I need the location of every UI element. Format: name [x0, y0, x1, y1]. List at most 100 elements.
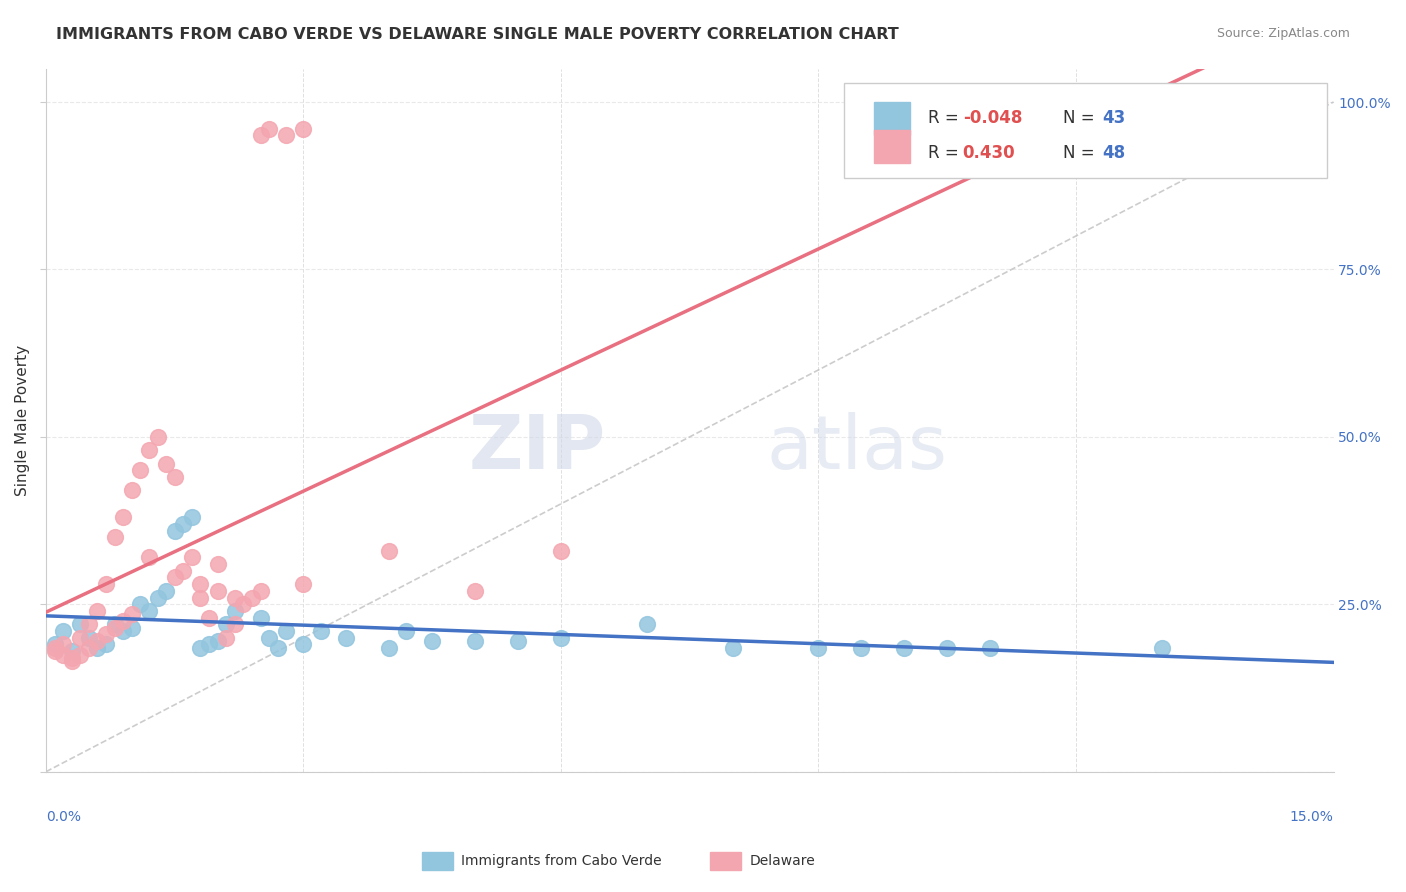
Point: [172, 564, 194, 578]
Point: [249, 610, 271, 624]
Text: R =: R =: [928, 144, 965, 162]
Text: Immigrants from Cabo Verde: Immigrants from Cabo Verde: [461, 854, 662, 868]
Point: [138, 550, 160, 565]
Point: [129, 597, 152, 611]
Point: [138, 604, 160, 618]
Point: [60, 651, 83, 665]
Point: [94, 627, 117, 641]
Point: [60, 654, 83, 668]
Point: [249, 128, 271, 143]
Point: [550, 543, 572, 558]
Point: [163, 570, 186, 584]
Point: [52, 637, 75, 651]
Point: [104, 530, 127, 544]
Point: [309, 624, 332, 638]
Point: [69, 631, 91, 645]
Text: R =: R =: [928, 110, 965, 128]
Point: [232, 597, 254, 611]
Point: [138, 443, 160, 458]
Point: [77, 617, 100, 632]
Point: [267, 640, 290, 655]
Point: [190, 577, 212, 591]
Point: [851, 640, 873, 655]
Point: [172, 516, 194, 531]
Point: [240, 591, 263, 605]
Point: [44, 640, 66, 655]
Point: [292, 637, 315, 651]
Text: 0.430: 0.430: [963, 144, 1015, 162]
Text: N =: N =: [1063, 144, 1099, 162]
Point: [420, 634, 443, 648]
Text: 43: 43: [1102, 110, 1125, 128]
Text: IMMIGRANTS FROM CABO VERDE VS DELAWARE SINGLE MALE POVERTY CORRELATION CHART: IMMIGRANTS FROM CABO VERDE VS DELAWARE S…: [56, 27, 898, 42]
Point: [69, 648, 91, 662]
Point: [60, 644, 83, 658]
Point: [180, 550, 202, 565]
Text: Delaware: Delaware: [749, 854, 815, 868]
Text: Source: ZipAtlas.com: Source: ZipAtlas.com: [1216, 27, 1350, 40]
Y-axis label: Single Male Poverty: Single Male Poverty: [15, 344, 30, 496]
Point: [207, 634, 229, 648]
FancyBboxPatch shape: [844, 83, 1327, 178]
Point: [44, 637, 66, 651]
Point: [146, 430, 169, 444]
Point: [86, 634, 108, 648]
Point: [257, 121, 280, 136]
Point: [112, 614, 135, 628]
Point: [550, 631, 572, 645]
Point: [121, 483, 143, 498]
Point: [104, 621, 127, 635]
Point: [86, 640, 108, 655]
Point: [69, 617, 91, 632]
Point: [292, 121, 315, 136]
Point: [464, 634, 486, 648]
Point: [276, 128, 298, 143]
Point: [936, 640, 959, 655]
Point: [44, 644, 66, 658]
Text: -0.048: -0.048: [963, 110, 1022, 128]
Point: [378, 640, 401, 655]
Point: [163, 524, 186, 538]
Point: [464, 583, 486, 598]
Point: [129, 463, 152, 477]
Point: [121, 621, 143, 635]
Point: [94, 577, 117, 591]
Point: [215, 631, 238, 645]
Point: [155, 583, 177, 598]
Point: [636, 617, 658, 632]
Point: [224, 617, 246, 632]
Point: [121, 607, 143, 622]
Point: [224, 591, 246, 605]
Point: [198, 637, 221, 651]
Point: [395, 624, 418, 638]
Point: [52, 624, 75, 638]
Point: [163, 470, 186, 484]
Point: [207, 557, 229, 571]
Point: [77, 631, 100, 645]
Text: N =: N =: [1063, 110, 1099, 128]
Point: [207, 583, 229, 598]
Point: [257, 631, 280, 645]
Point: [292, 577, 315, 591]
Point: [180, 510, 202, 524]
Text: 48: 48: [1102, 144, 1125, 162]
Point: [335, 631, 357, 645]
Point: [190, 640, 212, 655]
Point: [506, 634, 529, 648]
Point: [198, 610, 221, 624]
Point: [94, 637, 117, 651]
Point: [104, 617, 127, 632]
Point: [249, 583, 271, 598]
Point: [146, 591, 169, 605]
Point: [112, 624, 135, 638]
Point: [112, 510, 135, 524]
Point: [86, 604, 108, 618]
FancyBboxPatch shape: [875, 129, 910, 163]
Point: [190, 591, 212, 605]
Point: [155, 457, 177, 471]
Point: [215, 617, 238, 632]
Point: [1150, 640, 1173, 655]
Text: ZIP: ZIP: [468, 412, 606, 484]
Point: [979, 640, 1001, 655]
Point: [721, 640, 744, 655]
